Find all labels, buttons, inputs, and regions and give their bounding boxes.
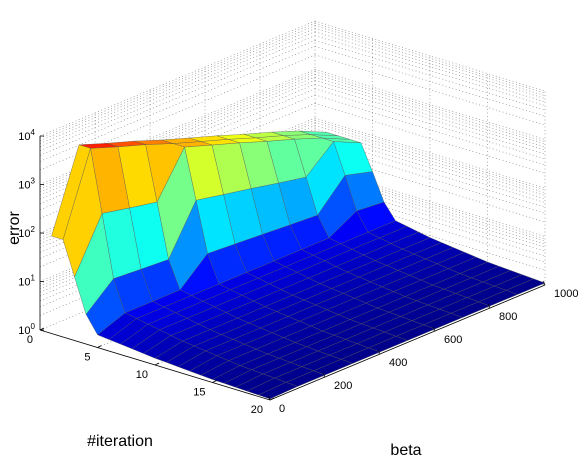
z-tick-label: 103 [18, 177, 35, 192]
x-tick-label: 0 [279, 403, 285, 415]
grid-line [39, 46, 316, 162]
y-tick [154, 362, 160, 366]
x-axis-label: beta [390, 442, 421, 459]
grid-line [314, 25, 546, 96]
grid-line [314, 173, 546, 245]
grid-line [314, 200, 546, 271]
grid-line [314, 168, 546, 240]
z-axis-label: error [6, 210, 23, 244]
grid-line [314, 122, 546, 193]
x-tick [432, 326, 436, 332]
grid-line [314, 20, 546, 92]
y-tick-label: 15 [193, 387, 205, 399]
grid-line [314, 79, 546, 151]
grid-line [314, 46, 546, 117]
grid-line [314, 166, 546, 237]
grid-line [39, 22, 316, 139]
grid-line [314, 94, 546, 166]
x-tick [487, 303, 491, 309]
grid-line [39, 20, 316, 137]
y-tick-label: 5 [84, 352, 90, 364]
x-tick-label: 1000 [554, 288, 578, 300]
z-tick-label: 100 [18, 322, 35, 337]
z-tick-label: 104 [18, 128, 35, 143]
grid-line [39, 40, 316, 156]
x-axis-line [269, 284, 546, 401]
y-tick [39, 327, 45, 331]
grid-line [314, 151, 546, 223]
grid-line [314, 35, 546, 106]
grid-line [314, 71, 546, 143]
y-tick [269, 397, 275, 401]
surface-plot [51, 130, 546, 400]
grid-line [314, 143, 546, 214]
x-tick [377, 349, 381, 355]
x-tick-label: 800 [499, 311, 517, 323]
grid-line [314, 76, 546, 148]
y-tick [97, 345, 102, 348]
z-tick-label: 102 [18, 225, 35, 240]
y-tick-label: 0 [27, 334, 33, 346]
grid-line [314, 125, 546, 196]
grid-line [314, 40, 546, 111]
grid-line [314, 103, 546, 174]
grid-line [314, 54, 546, 126]
grid-line [314, 185, 546, 257]
surface-patch [51, 144, 91, 240]
grid-line [39, 28, 316, 144]
x-tick-label: 200 [334, 380, 352, 392]
grid-line [314, 132, 546, 203]
grid-line [314, 191, 546, 263]
y-tick [212, 380, 217, 383]
grid-line [314, 22, 546, 94]
y-axis-label: #iteration [87, 433, 153, 450]
grid-line [314, 69, 546, 140]
grid-line [314, 180, 546, 252]
x-tick-label: 600 [444, 334, 462, 346]
grid-line [314, 176, 546, 248]
x-tick [267, 395, 271, 401]
grid-line [314, 83, 546, 155]
y-tick-label: 20 [251, 404, 263, 416]
x-tick-label: 400 [389, 357, 407, 369]
grid-line [314, 31, 546, 103]
grid-line [314, 128, 546, 200]
grid-line [39, 25, 316, 141]
grid-line [39, 31, 316, 148]
grid-line [314, 73, 546, 145]
grid-line [39, 35, 316, 151]
grid-line [314, 117, 546, 189]
grid-line [314, 119, 546, 191]
y-tick-label: 10 [136, 369, 148, 381]
grid-line [314, 137, 546, 208]
grid-line [314, 170, 546, 242]
grid-line [314, 28, 546, 99]
x-tick [322, 372, 326, 378]
z-tick-label: 101 [18, 274, 35, 289]
x-tick [542, 280, 546, 286]
grid-line [314, 88, 546, 160]
